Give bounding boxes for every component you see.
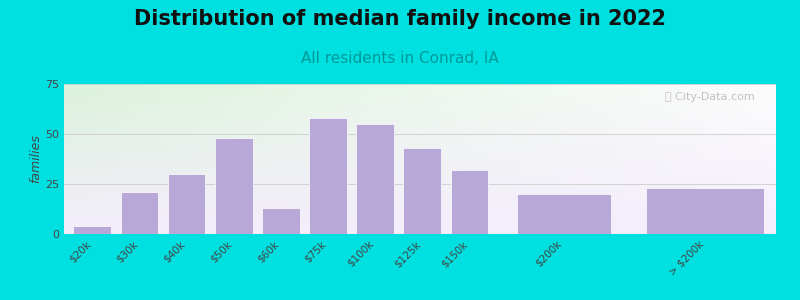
Bar bbox=[403, 148, 442, 234]
Bar bbox=[215, 138, 253, 234]
Bar bbox=[309, 118, 347, 234]
Bar bbox=[356, 124, 394, 234]
Text: ⓘ City-Data.com: ⓘ City-Data.com bbox=[665, 92, 754, 101]
Text: Distribution of median family income in 2022: Distribution of median family income in … bbox=[134, 9, 666, 29]
Text: All residents in Conrad, IA: All residents in Conrad, IA bbox=[301, 51, 499, 66]
Bar bbox=[262, 208, 300, 234]
Bar bbox=[646, 188, 764, 234]
Bar bbox=[121, 192, 158, 234]
Y-axis label: families: families bbox=[30, 135, 42, 183]
Bar bbox=[74, 226, 111, 234]
Bar bbox=[168, 174, 206, 234]
Bar bbox=[517, 194, 611, 234]
Bar bbox=[450, 170, 488, 234]
